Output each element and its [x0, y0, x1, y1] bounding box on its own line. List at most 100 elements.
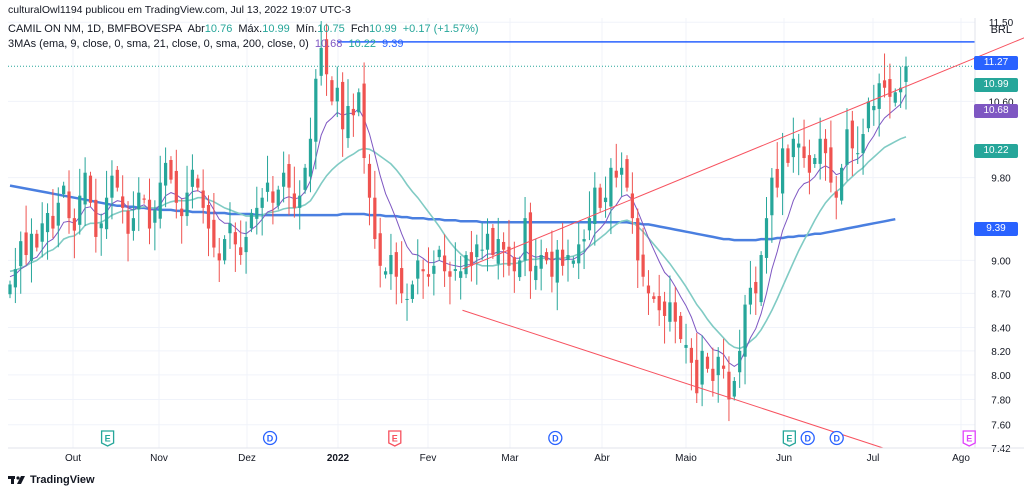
candle — [711, 347, 715, 397]
candle — [614, 143, 618, 188]
candle — [383, 267, 388, 279]
candle-body — [807, 155, 812, 173]
candle-body — [416, 260, 420, 279]
candle-body — [603, 197, 608, 203]
candle-body — [620, 167, 624, 175]
candle-body — [566, 255, 570, 261]
candle-body — [24, 232, 28, 256]
candle — [357, 88, 361, 117]
candle-body — [845, 129, 849, 165]
candle-body — [292, 193, 296, 208]
candle-body — [121, 196, 125, 208]
candle — [190, 154, 195, 209]
candle-body — [432, 265, 436, 274]
marker-letter: E — [105, 434, 111, 444]
candle — [802, 119, 806, 168]
candle-body — [212, 219, 216, 248]
candle-body — [410, 284, 415, 299]
candle — [501, 232, 506, 278]
candle — [45, 203, 50, 260]
x-tick-label: Dez — [238, 453, 256, 464]
candle-body — [94, 199, 98, 237]
candle — [764, 197, 769, 274]
symbol-name[interactable]: CAMIL ON NM, 1D, BMFBOVESPA — [8, 23, 183, 35]
candle — [314, 69, 318, 170]
candle — [684, 323, 688, 364]
candle — [888, 63, 892, 119]
high-label: Máx. — [238, 23, 263, 35]
earnings-marker-icon[interactable]: E — [962, 430, 976, 447]
earnings-marker-icon[interactable]: E — [100, 430, 115, 447]
ohlc-legend: CAMIL ON NM, 1D, BMFBOVESPA Abr10.76 Máx… — [8, 23, 482, 35]
candle-body — [51, 215, 55, 229]
candle — [856, 126, 860, 164]
candle-body — [646, 285, 651, 294]
candle-body — [126, 210, 130, 234]
candle-body — [330, 80, 334, 102]
candle-body — [303, 167, 307, 190]
candle — [593, 172, 597, 246]
y-tick-label: 7.80 — [991, 395, 1011, 406]
candle — [630, 172, 634, 234]
candle-body — [593, 187, 597, 225]
candle — [131, 191, 136, 241]
candle — [834, 175, 838, 220]
x-tick-label: Out — [65, 453, 81, 464]
candle — [738, 329, 742, 388]
candle-body — [282, 172, 286, 187]
candle-body — [373, 197, 377, 240]
x-tick-label: Fev — [420, 453, 437, 464]
candle — [550, 230, 554, 293]
candle — [282, 151, 286, 203]
candle-body — [147, 199, 152, 229]
candle-body — [662, 301, 667, 316]
candle-body — [507, 246, 511, 266]
candle-body — [357, 92, 361, 113]
x-tick-label: 2022 — [327, 453, 350, 464]
dividend-marker-icon[interactable]: D — [262, 430, 278, 446]
y-tick-label: 11.50 — [989, 18, 1014, 29]
candle-body — [190, 169, 195, 187]
candle-body — [265, 182, 270, 192]
candle — [115, 165, 119, 192]
candle — [62, 181, 66, 198]
candle-body — [609, 167, 613, 207]
dividend-marker-icon[interactable]: D — [548, 430, 563, 446]
candle — [861, 118, 865, 175]
candle-body — [829, 147, 833, 183]
candle-body — [19, 241, 23, 267]
candle — [662, 291, 667, 344]
candle-body — [45, 212, 50, 233]
candle-body — [759, 255, 763, 303]
dividend-marker-icon[interactable]: D — [829, 430, 844, 446]
candle — [324, 23, 329, 96]
candle-body — [904, 66, 908, 82]
tradingview-logo-icon — [8, 476, 25, 484]
dividend-marker-icon[interactable]: D — [800, 430, 815, 446]
candle — [185, 165, 189, 226]
currency-label: BRL — [990, 24, 1012, 36]
candle-body — [185, 192, 189, 217]
candle — [652, 292, 656, 303]
earnings-marker-icon[interactable]: E — [388, 430, 402, 447]
close-value: 10.99 — [369, 23, 397, 35]
candle — [732, 377, 736, 401]
ma-legend[interactable]: 3MAs (ema, 9, close, 0, sma, 21, close, … — [8, 38, 406, 50]
candle — [121, 175, 125, 224]
tradingview-brand[interactable]: TradingView — [8, 474, 95, 486]
candle-body — [695, 359, 699, 394]
candle-body — [528, 212, 533, 272]
candle-body — [260, 197, 264, 208]
candle-body — [8, 284, 12, 295]
candle — [330, 76, 334, 106]
candle — [539, 239, 543, 291]
candle-body — [255, 207, 259, 219]
candle — [845, 108, 849, 181]
candle — [689, 338, 693, 391]
candle — [721, 338, 726, 379]
candle — [523, 197, 527, 277]
candle — [442, 234, 447, 287]
earnings-marker-icon[interactable]: E — [782, 430, 796, 447]
candle-body — [56, 202, 60, 226]
